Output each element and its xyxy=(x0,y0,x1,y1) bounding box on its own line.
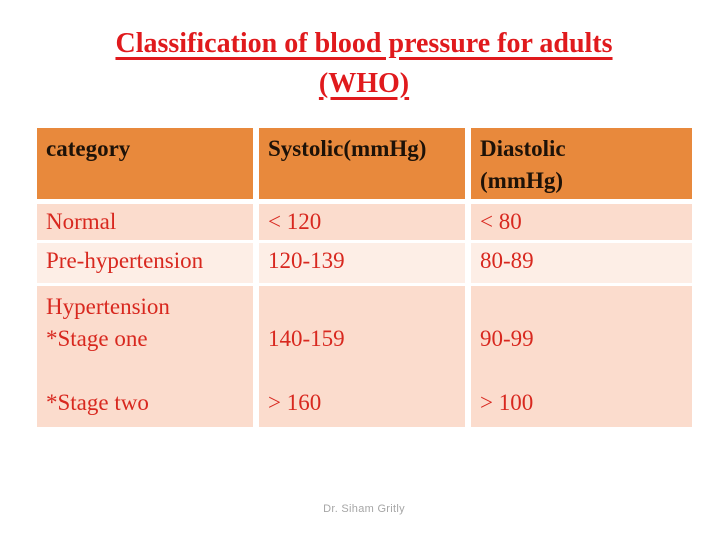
table-row: Normal < 120 < 80 xyxy=(37,204,692,240)
cell-diastolic: 90-99 > 100 xyxy=(471,286,692,427)
footer-credit: Dr. Siham Gritly xyxy=(323,503,405,515)
table-row: Hypertension *Stage one *Stage two 140-1… xyxy=(37,286,692,427)
cell-systolic: < 120 xyxy=(259,204,465,240)
header-cell-category: category xyxy=(37,128,253,199)
slide-title: Classification of blood pressure for adu… xyxy=(0,24,728,104)
header-cell-systolic: Systolic(mmHg) xyxy=(259,128,465,199)
table-row: Pre-hypertension 120-139 80-89 xyxy=(37,243,692,283)
cell-category: Pre-hypertension xyxy=(37,243,253,283)
cell-diastolic: 80-89 xyxy=(471,243,692,283)
cell-category: Normal xyxy=(37,204,253,240)
cell-category: Hypertension *Stage one *Stage two xyxy=(37,286,253,427)
blood-pressure-table: category Systolic(mmHg) Diastolic (mmHg)… xyxy=(37,128,692,427)
header-cell-diastolic: Diastolic (mmHg) xyxy=(471,128,692,199)
cell-systolic: 120-139 xyxy=(259,243,465,283)
slide-title-line2: (WHO) xyxy=(318,68,410,99)
cell-diastolic: < 80 xyxy=(471,204,692,240)
slide-title-line1: Classification of blood pressure for adu… xyxy=(115,28,613,59)
table-header-row: category Systolic(mmHg) Diastolic (mmHg) xyxy=(37,128,692,199)
cell-systolic: 140-159 > 160 xyxy=(259,286,465,427)
